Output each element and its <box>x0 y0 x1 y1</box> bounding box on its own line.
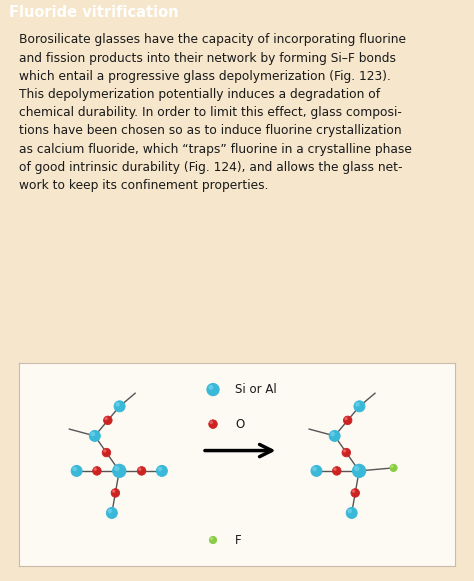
Ellipse shape <box>331 432 334 436</box>
Ellipse shape <box>102 449 111 457</box>
Ellipse shape <box>391 465 393 467</box>
Ellipse shape <box>356 403 359 406</box>
Ellipse shape <box>104 450 106 452</box>
Ellipse shape <box>71 465 82 476</box>
Ellipse shape <box>106 507 118 518</box>
Ellipse shape <box>313 467 316 471</box>
Ellipse shape <box>332 467 341 475</box>
Ellipse shape <box>353 464 366 478</box>
Ellipse shape <box>92 467 101 475</box>
Ellipse shape <box>353 490 355 492</box>
Ellipse shape <box>108 510 111 512</box>
Ellipse shape <box>207 383 219 396</box>
Ellipse shape <box>334 468 336 470</box>
Ellipse shape <box>311 465 322 476</box>
Ellipse shape <box>344 450 346 452</box>
Ellipse shape <box>116 403 119 406</box>
Ellipse shape <box>210 537 212 540</box>
Ellipse shape <box>104 416 112 425</box>
Ellipse shape <box>354 401 365 412</box>
Ellipse shape <box>209 386 213 389</box>
Ellipse shape <box>115 467 119 471</box>
Ellipse shape <box>113 464 126 478</box>
Text: F: F <box>235 533 242 547</box>
Ellipse shape <box>113 490 115 492</box>
Ellipse shape <box>73 467 76 471</box>
Ellipse shape <box>210 536 217 544</box>
Ellipse shape <box>105 418 107 419</box>
Ellipse shape <box>344 416 352 425</box>
Ellipse shape <box>355 467 359 471</box>
Ellipse shape <box>390 464 397 472</box>
Ellipse shape <box>209 420 217 428</box>
Ellipse shape <box>91 432 94 436</box>
Text: Borosilicate glasses have the capacity of incorporating fluorine
and fission pro: Borosilicate glasses have the capacity o… <box>19 33 412 192</box>
Ellipse shape <box>345 418 347 419</box>
Ellipse shape <box>342 449 351 457</box>
Ellipse shape <box>89 431 100 442</box>
Ellipse shape <box>137 467 146 475</box>
Ellipse shape <box>94 468 96 470</box>
Text: Fluoride vitrification: Fluoride vitrification <box>9 5 179 20</box>
Text: O: O <box>235 418 244 431</box>
Ellipse shape <box>111 489 119 497</box>
Ellipse shape <box>114 401 125 412</box>
Ellipse shape <box>156 465 167 476</box>
Text: Si or Al: Si or Al <box>235 383 277 396</box>
Ellipse shape <box>139 468 141 470</box>
Ellipse shape <box>210 421 212 424</box>
Ellipse shape <box>351 489 359 497</box>
Ellipse shape <box>158 467 162 471</box>
Ellipse shape <box>329 431 340 442</box>
Ellipse shape <box>348 510 351 512</box>
Ellipse shape <box>346 507 357 518</box>
